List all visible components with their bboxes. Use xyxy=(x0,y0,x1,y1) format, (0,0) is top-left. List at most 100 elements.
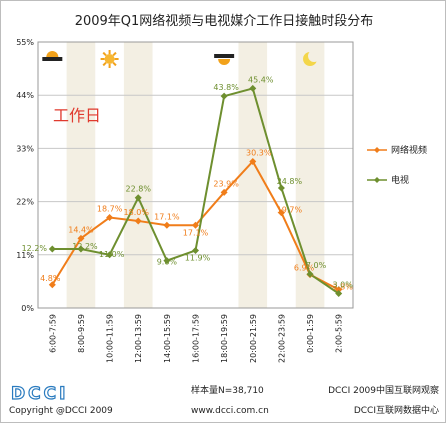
series-points xyxy=(48,84,343,297)
y-tick-label: 22% xyxy=(16,198,34,207)
data-point xyxy=(192,221,199,229)
legend-marker-video xyxy=(374,147,380,153)
moon-cut xyxy=(308,50,321,62)
sun-half xyxy=(218,59,231,65)
data-point xyxy=(277,209,285,217)
data-label: 22.8% xyxy=(126,185,152,194)
data-point xyxy=(106,251,114,259)
x-tick-label: 14:00-15:59 xyxy=(163,314,172,363)
data-point xyxy=(163,257,171,265)
x-tick-label: 10:00-11:59 xyxy=(106,314,115,363)
y-tick-label: 55% xyxy=(16,38,34,47)
data-point xyxy=(163,221,171,229)
data-label: 7.0% xyxy=(306,261,327,270)
sun-ray xyxy=(112,61,117,67)
x-tick-label: 20:00-21:59 xyxy=(249,314,258,363)
data-point xyxy=(335,289,343,297)
data-label: 12.2% xyxy=(72,242,98,251)
x-tick-label: 6:00-7:59 xyxy=(48,314,57,353)
legend: 网络视频 电视 xyxy=(367,144,427,186)
plot-area-border xyxy=(37,41,354,309)
sunset-icon xyxy=(214,54,235,65)
x-tick-label: 16:00-17:59 xyxy=(192,314,201,363)
data-label: 3.0% xyxy=(333,280,354,289)
data-point xyxy=(277,184,285,192)
dcci-logo: DCCI xyxy=(10,383,68,404)
data-label: 6.9% xyxy=(294,264,315,273)
y-tick-label: 44% xyxy=(16,91,34,100)
sunrise-icon xyxy=(42,51,63,61)
data-point xyxy=(77,245,85,253)
data-point xyxy=(134,217,142,225)
source-text-1: DCCI 2009中国互联网观察 xyxy=(328,384,439,396)
data-label: 14.4% xyxy=(68,225,94,234)
shaded-band xyxy=(295,42,325,308)
x-tick-label: 0:00-1:59 xyxy=(306,314,315,353)
data-label: 45.4% xyxy=(248,75,274,84)
data-point xyxy=(106,214,114,222)
logo-text: DCCI xyxy=(11,384,68,404)
footer: DCCI Copyright @DCCI 2009 样本量N=38,710 ww… xyxy=(9,383,439,416)
data-point xyxy=(249,157,257,165)
data-label: 3.8% xyxy=(333,283,354,292)
x-axis-ticks: 6:00-7:59 8:00-9:59 10:00-11:59 12:00-13:59… xyxy=(48,314,343,363)
copyright-text: Copyright @DCCI 2009 xyxy=(9,406,113,416)
sun-half xyxy=(46,51,59,57)
data-label: 18.7% xyxy=(97,205,123,214)
x-tick-label: 8:00-9:59 xyxy=(77,314,86,353)
data-point xyxy=(48,281,56,289)
moon-icon xyxy=(303,50,321,66)
x-tick-label: 12:00-13:59 xyxy=(134,314,143,363)
data-label: 43.8% xyxy=(213,83,239,92)
data-labels: 4.8% 14.4% 18.7% 18.0% 17.1%17.1% 23.9% 30.3% 1… xyxy=(22,75,354,291)
data-label: 24.8% xyxy=(277,177,303,186)
data-point xyxy=(249,84,257,92)
data-label: 12.2% xyxy=(22,244,48,253)
y-axis-ticks: 0% 11% 22% 33% 44% 55% xyxy=(16,38,34,313)
data-point xyxy=(134,194,142,202)
data-point xyxy=(220,92,228,100)
data-label: 9.8% xyxy=(157,258,178,267)
data-point xyxy=(192,246,199,254)
shaded-bands xyxy=(66,42,325,308)
data-label: 19.7% xyxy=(277,206,303,215)
data-label: 23.9% xyxy=(213,179,239,188)
shaded-band xyxy=(66,42,96,308)
annotation-workday: 工作日 xyxy=(53,106,101,125)
x-tick-label: 22:00-23:59 xyxy=(277,314,286,363)
sun-ray xyxy=(102,51,107,57)
horizon-bar xyxy=(42,57,63,61)
y-tick-label: 0% xyxy=(21,304,34,313)
sample-size-text: 样本量N=38,710 xyxy=(191,384,264,396)
legend-label-tv: 电视 xyxy=(391,174,409,186)
sun-icon xyxy=(100,50,119,68)
y-tick-label: 33% xyxy=(16,144,34,153)
data-label: 30.3% xyxy=(246,148,272,157)
x-tick-label: 18:00-19:59 xyxy=(220,314,229,363)
chart-title: 2009年Q1网络视频与电视媒介工作日接触时段分布 xyxy=(75,13,374,29)
data-point xyxy=(335,286,343,294)
sun-ray xyxy=(102,61,107,67)
sun-ray xyxy=(112,51,117,57)
x-tick-label: 2:00-5:59 xyxy=(335,314,344,353)
time-icons xyxy=(42,50,321,68)
website-text: www.dcci.com.cn xyxy=(191,406,269,416)
data-label: 17.1% xyxy=(183,228,209,237)
y-tick-label: 11% xyxy=(16,251,34,260)
source-text-2: DCCI互联网数据中心 xyxy=(354,404,439,416)
data-label: 11.0% xyxy=(99,250,125,259)
legend-label-video: 网络视频 xyxy=(391,144,427,156)
data-label: 17.1% xyxy=(154,212,180,221)
data-label: 18.0% xyxy=(124,208,150,217)
data-point xyxy=(48,245,56,253)
data-label: 4.8% xyxy=(40,274,61,283)
horizon-bar xyxy=(214,54,235,58)
data-point xyxy=(306,270,314,278)
data-label: 11.9% xyxy=(185,253,211,262)
data-point xyxy=(77,234,85,242)
data-point xyxy=(220,188,228,196)
shaded-band xyxy=(123,42,153,308)
sun-disc xyxy=(104,54,115,64)
